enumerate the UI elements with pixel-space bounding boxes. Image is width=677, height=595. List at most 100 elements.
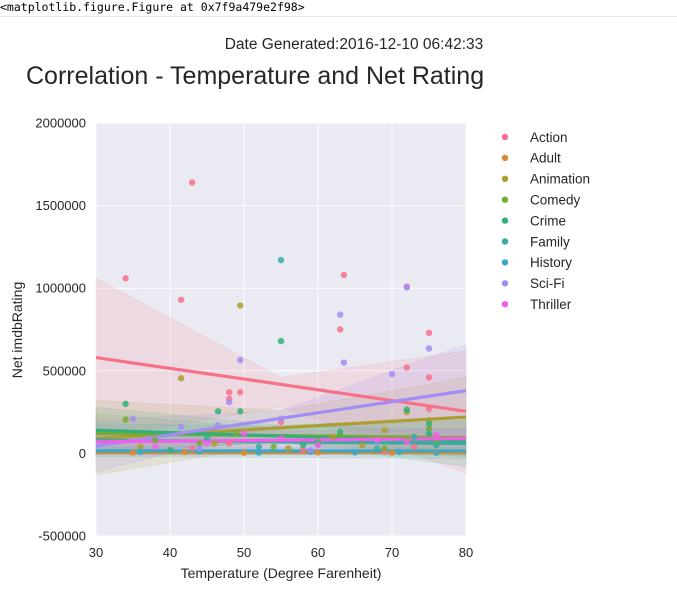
- x-tick-label: 50: [237, 545, 251, 560]
- point-adult: [388, 449, 396, 456]
- point-comedy: [122, 416, 129, 423]
- point-crime: [277, 337, 285, 345]
- point-history: [396, 448, 403, 456]
- point-comedy: [270, 443, 277, 450]
- point-animation: [359, 441, 366, 449]
- point-action: [237, 389, 244, 396]
- plot-area: [96, 123, 466, 536]
- point-action: [403, 364, 410, 371]
- legend-label-comedy: Comedy: [530, 193, 581, 208]
- point-crime: [425, 430, 433, 437]
- legend-marker-animation: [501, 175, 509, 182]
- point-thriller: [374, 436, 381, 444]
- chart-legend: Action Adult Animation Comedy Crime Family His…: [501, 130, 590, 312]
- ci-band-action: [95, 277, 467, 474]
- point-action: [425, 329, 433, 337]
- y-tick-labels: -500000 0 500000 1000000 1500000 2000000: [35, 116, 86, 544]
- legend-label-history: History: [530, 255, 572, 270]
- point-sci-fi: [129, 415, 137, 422]
- point-animation: [177, 375, 185, 382]
- cell-output-repr: <matplotlib.figure.Figure at 0x7f9a479e2…: [0, 0, 305, 14]
- point-action: [226, 440, 233, 447]
- point-adult: [240, 449, 248, 457]
- legend-label-family: Family: [530, 234, 570, 249]
- point-comedy: [152, 436, 159, 444]
- point-animation: [237, 302, 244, 309]
- point-sci-fi: [177, 423, 185, 431]
- point-sci-fi: [237, 356, 244, 364]
- point-history: [255, 449, 262, 456]
- point-crime: [337, 428, 344, 436]
- point-thriller: [314, 441, 322, 449]
- point-action: [337, 326, 344, 333]
- y-tick-label: 0: [79, 446, 86, 461]
- legend-marker-history: [501, 259, 509, 266]
- x-tick-label: 40: [163, 545, 177, 560]
- point-sci-fi: [388, 370, 396, 378]
- point-crime: [425, 420, 433, 427]
- x-tick-label: 60: [311, 545, 325, 560]
- point-action: [189, 445, 196, 452]
- x-tick-label: 30: [89, 545, 103, 560]
- point-history: [351, 449, 359, 456]
- point-crime: [237, 408, 244, 415]
- legend-marker-sci-fi: [501, 280, 509, 287]
- point-action: [411, 443, 418, 450]
- point-animation: [381, 427, 388, 434]
- x-tick-labels: 30 40 50 60 70 80: [89, 545, 473, 560]
- point-action: [226, 389, 233, 396]
- point-action: [340, 271, 348, 279]
- point-sci-fi: [277, 415, 285, 422]
- x-tick-label: 70: [385, 545, 399, 560]
- point-thriller: [203, 440, 211, 447]
- point-adult: [314, 449, 322, 456]
- legend-marker-thriller: [501, 301, 509, 308]
- point-action: [177, 296, 185, 303]
- x-tick-label: 80: [459, 545, 473, 560]
- point-crime: [166, 446, 174, 454]
- legend-label-adult: Adult: [530, 151, 561, 166]
- point-sci-fi: [307, 446, 314, 454]
- legend-marker-action: [501, 133, 509, 141]
- point-thriller: [152, 443, 159, 450]
- point-comedy: [381, 445, 388, 452]
- y-axis-label: Net imdbRating: [9, 282, 25, 379]
- point-animation: [285, 445, 292, 452]
- cell-output-divider: [0, 16, 677, 17]
- point-crime: [122, 400, 129, 408]
- point-action: [425, 374, 433, 381]
- y-tick-label: 500000: [43, 363, 86, 378]
- point-history: [433, 449, 440, 456]
- point-sci-fi: [425, 345, 433, 352]
- point-action: [300, 446, 307, 454]
- y-tick-label: 2000000: [35, 116, 86, 131]
- legend-label-animation: Animation: [530, 172, 590, 187]
- legend-marker-crime: [501, 217, 509, 224]
- legend-marker-adult: [501, 154, 509, 162]
- point-thriller: [403, 438, 410, 446]
- point-sci-fi: [337, 311, 344, 318]
- legend-label-thriller: Thriller: [530, 297, 572, 312]
- point-sci-fi: [403, 284, 410, 291]
- point-crime: [403, 406, 410, 413]
- chart-suptitle: Date Generated:2016-12-10 06:42:33: [225, 36, 484, 53]
- point-sci-fi: [340, 359, 348, 366]
- point-sci-fi: [226, 398, 233, 406]
- point-thriller: [277, 435, 285, 442]
- y-tick-label: 1000000: [35, 281, 86, 296]
- point-sci-fi: [196, 445, 203, 452]
- legend-label-sci-fi: Sci-Fi: [530, 276, 565, 291]
- point-family: [203, 435, 211, 442]
- x-axis-label: Temperature (Degree Farenheit): [181, 565, 382, 581]
- point-crime: [300, 441, 307, 449]
- point-family: [374, 445, 381, 452]
- point-action: [122, 275, 129, 282]
- point-thriller: [433, 432, 440, 439]
- point-animation: [211, 440, 218, 447]
- point-comedy: [425, 425, 433, 432]
- point-action: [189, 179, 196, 186]
- chart-title: Correlation - Temperature and Net Rating: [26, 62, 484, 90]
- point-animation: [137, 443, 144, 450]
- point-family: [255, 443, 262, 450]
